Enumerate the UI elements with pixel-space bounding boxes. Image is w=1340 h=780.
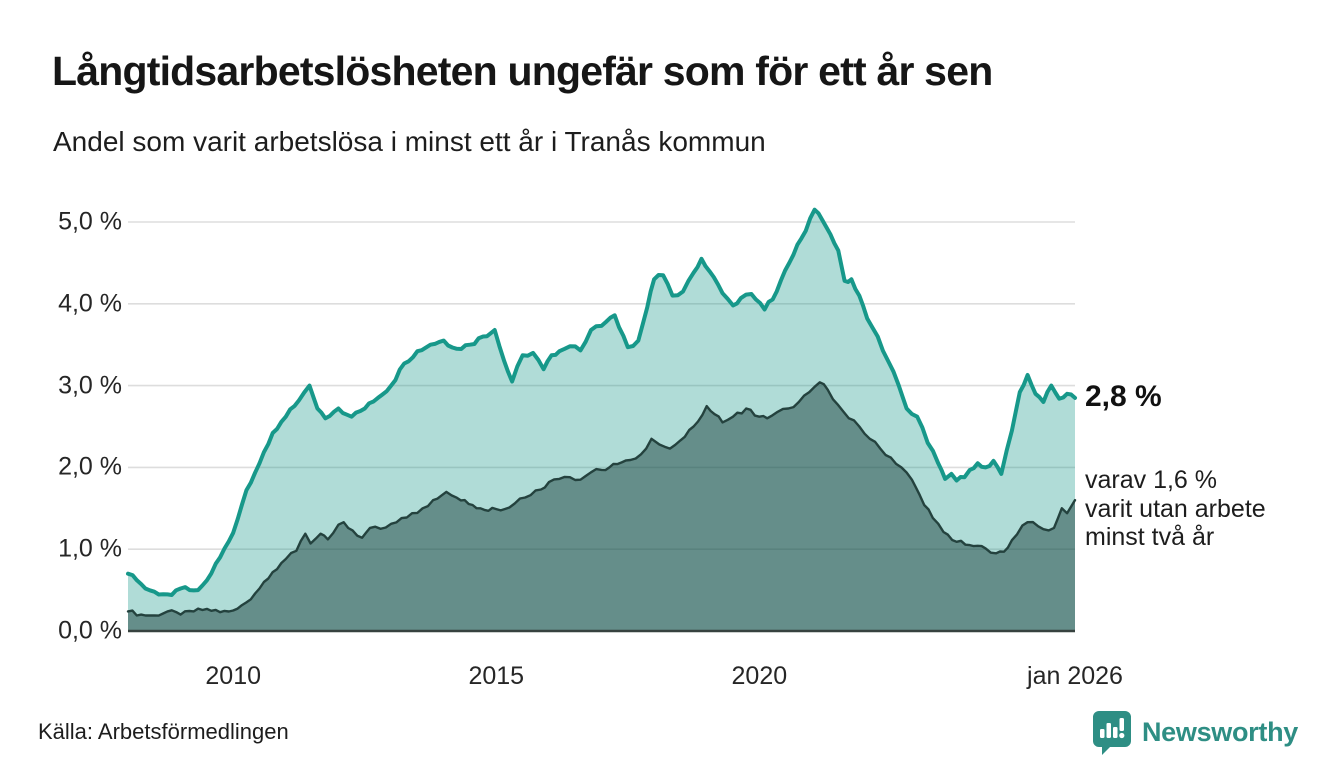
y-tick-label: 0,0 %	[58, 616, 122, 645]
newsworthy-bars-icon	[1092, 711, 1131, 755]
y-tick-label: 4,0 %	[58, 289, 122, 318]
chart-subtitle: Andel som varit arbetslösa i minst ett å…	[53, 126, 766, 157]
newsworthy-wordmark: Newsworthy	[1141, 717, 1298, 747]
x-tick-label: 2015	[468, 662, 525, 690]
source-note: Källa: Arbetsförmedlingen	[38, 719, 289, 744]
two-year-annotation-line: varav 1,6 %	[1085, 466, 1218, 495]
latest-two-year-value-label: varav 1,6 % varit utan arbete minst två år	[1085, 466, 1266, 552]
two-year-annotation-line: minst två år	[1085, 523, 1215, 552]
y-tick-label: 2,0 %	[58, 452, 122, 481]
x-tick-label: 2020	[731, 662, 788, 690]
x-tick-label: jan 2026	[1027, 662, 1123, 690]
latest-total-value-label: 2,8 %	[1085, 379, 1162, 413]
y-tick-label: 3,0 %	[58, 371, 122, 400]
y-tick-label: 5,0 %	[58, 207, 122, 236]
x-tick-label: 2010	[205, 662, 262, 690]
two-year-annotation-line: varit utan arbete	[1085, 494, 1266, 523]
page-title: Långtidsarbetslösheten ungefär som för e…	[52, 48, 993, 94]
y-tick-label: 1,0 %	[58, 534, 122, 563]
newsworthy-logo: Newsworthy	[1092, 710, 1298, 755]
